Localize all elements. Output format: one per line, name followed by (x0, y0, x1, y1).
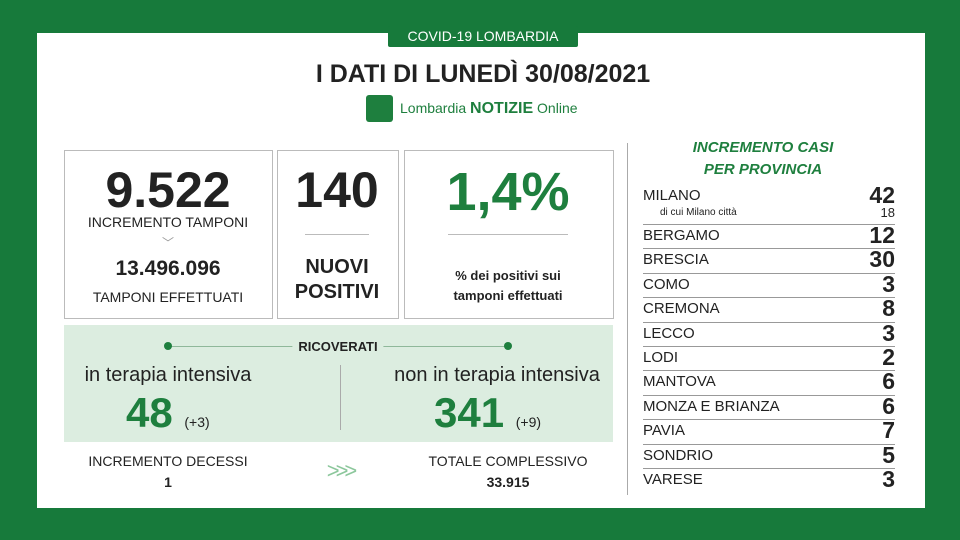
intensiva-delta: (+3) (184, 414, 210, 430)
province-name: CREMONA (643, 300, 720, 318)
row-divider (643, 224, 895, 225)
tamponi-total-label: TAMPONI EFFETTUATI (92, 289, 244, 305)
row-divider (643, 346, 895, 347)
percent-value: 1,4% (446, 162, 570, 222)
positivi-label: NUOVI (305, 256, 369, 278)
non-intensiva-label: non in terapia intensiva (394, 364, 600, 386)
dot (504, 342, 512, 350)
intensiva-value: 48 (+3) (126, 389, 210, 437)
province-value: 8 (882, 295, 895, 322)
province-value: 7 (882, 417, 895, 444)
province-name: MONZA E BRIANZA (643, 397, 780, 415)
tamponi-value: 9.522 (105, 162, 231, 218)
province-name: COMO (643, 275, 690, 293)
brand-text: Lombardia (400, 100, 467, 116)
province-name: SONDRIO (643, 446, 714, 464)
divider (340, 365, 341, 430)
province-title: PER PROVINCIA (703, 161, 823, 178)
percent-label: % dei positivi sui (455, 268, 561, 283)
logo (366, 95, 393, 122)
province-name: BERGAMO (643, 227, 720, 244)
separator (305, 234, 369, 235)
row-divider (643, 370, 895, 372)
province-value: 5 (882, 441, 895, 468)
province-name: MANTOVA (643, 373, 716, 391)
province-value: 6 (882, 392, 895, 419)
title: I DATI DI LUNEDÌ 30/08/2021 (315, 60, 651, 88)
sub-name: di cui Milano città (660, 207, 737, 218)
province-name: VARESE (643, 471, 703, 488)
intensiva-number: 48 (126, 389, 173, 436)
province-value: 42 (869, 182, 895, 208)
intensiva-label: in terapia intensiva (84, 364, 252, 386)
totale-value: 33.915 (486, 474, 530, 490)
row-divider (643, 297, 895, 299)
decessi-value: 1 (164, 474, 172, 490)
province-value: 3 (882, 319, 895, 346)
row-divider (643, 419, 895, 421)
province-value: 2 (882, 344, 895, 370)
positivi-value: 140 (295, 162, 379, 218)
row-divider (643, 248, 895, 250)
non-intensiva-value: 341 (+9) (434, 389, 541, 437)
decessi-label: INCREMENTO DECESSI (88, 453, 248, 469)
divider (627, 143, 628, 495)
province-name: LODI (643, 349, 679, 366)
province-value: 6 (882, 368, 895, 395)
province-value: 3 (882, 270, 895, 297)
province-value: 3 (882, 466, 895, 492)
brand-suffix: Online (537, 100, 578, 116)
province-name: MILANO (643, 187, 701, 204)
row-divider (643, 443, 895, 445)
totale-label: TOTALE COMPLESSIVO (428, 453, 588, 469)
province-name: PAVIA (643, 422, 685, 440)
non-intensiva-number: 341 (434, 389, 505, 436)
tamponi-total: 13.496.096 (115, 257, 221, 280)
province-name: LECCO (643, 324, 695, 342)
province-value: 12 (869, 222, 895, 248)
tamponi-label: INCREMENTO TAMPONI (87, 214, 249, 230)
row-divider (643, 321, 895, 323)
arrows: >>> (326, 458, 357, 483)
chevron: ﹀ (161, 236, 175, 250)
sub-value: 18 (880, 205, 895, 220)
dot (164, 342, 172, 350)
tag: COVID-19 LOMBARDIA (388, 26, 578, 47)
positivi-label: POSITIVI (294, 281, 380, 303)
row-divider (643, 394, 895, 396)
brand-bold: NOTIZIE (470, 100, 534, 117)
province-title: INCREMENTO CASI (692, 139, 834, 156)
row-divider (643, 272, 895, 274)
tamponi-box (64, 150, 273, 319)
province-name: BRESCIA (643, 251, 709, 269)
row-divider (643, 468, 895, 469)
brand: Lombardia NOTIZIE Online (400, 100, 578, 118)
separator (448, 234, 568, 235)
percent-label: tamponi effettuati (453, 288, 563, 303)
province-value: 30 (869, 246, 895, 273)
non-intensiva-delta: (+9) (515, 414, 542, 430)
ricoverati-title: RICOVERATI (292, 339, 384, 354)
